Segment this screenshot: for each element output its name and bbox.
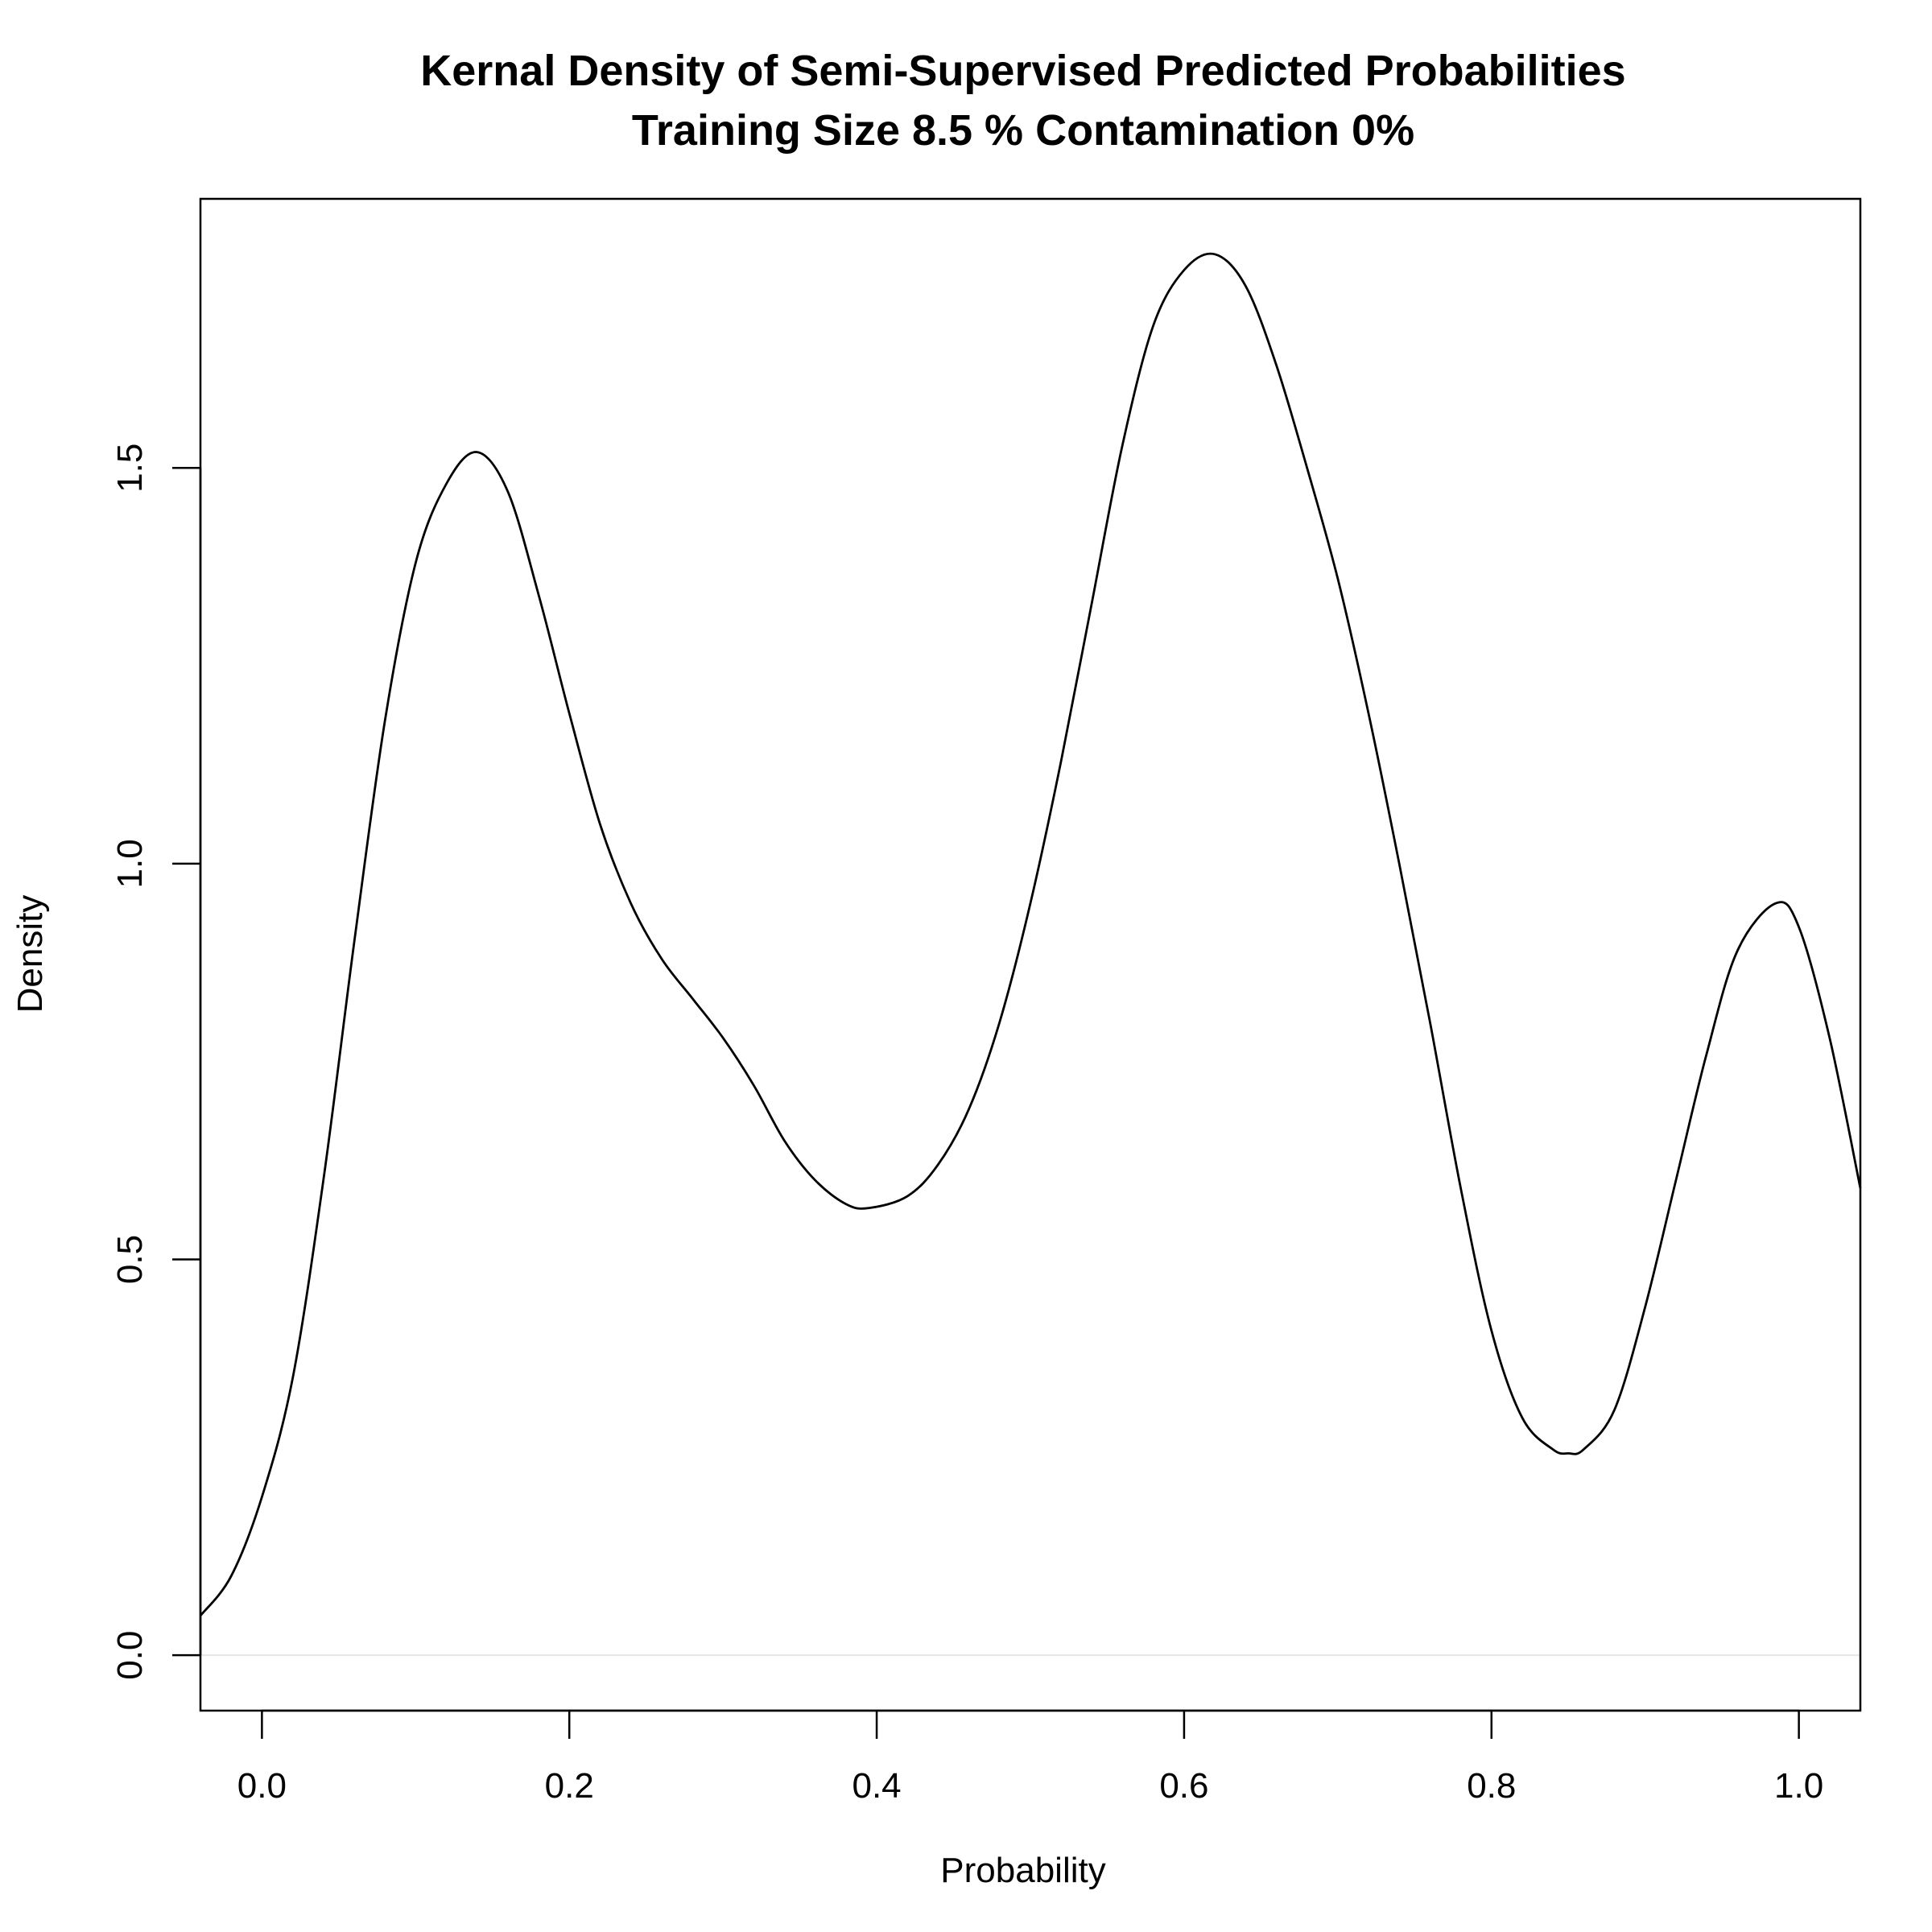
plot-area xyxy=(199,197,1862,1712)
x-tick-label: 0.6 xyxy=(1159,1766,1208,1806)
y-axis-label: Density xyxy=(10,895,50,1013)
plot-frame xyxy=(199,197,1862,1712)
x-tick-label: 0.2 xyxy=(545,1766,594,1806)
y-axis: 0.0 0.5 1.0 1.5 xyxy=(110,444,202,1680)
x-tick-label: 0.4 xyxy=(852,1766,901,1806)
y-tick-label: 0.5 xyxy=(110,1235,150,1284)
x-axis-label: Probability xyxy=(940,1851,1105,1890)
x-axis: 0.0 0.2 0.4 0.6 0.8 1.0 xyxy=(237,1709,1823,1806)
chart-title: Kernal Density of Semi-Supervised Predic… xyxy=(420,47,1625,95)
y-tick-label: 1.0 xyxy=(110,839,150,888)
density-curve xyxy=(199,252,1862,1616)
x-tick-label: 1.0 xyxy=(1774,1766,1823,1806)
chart-subtitle: Training Size 8.5 % Contamination 0% xyxy=(632,106,1414,155)
x-tick-label: 0.0 xyxy=(237,1766,287,1806)
y-tick-label: 1.5 xyxy=(110,444,150,493)
y-tick-label: 0.0 xyxy=(110,1631,150,1680)
x-tick-label: 0.8 xyxy=(1467,1766,1516,1806)
